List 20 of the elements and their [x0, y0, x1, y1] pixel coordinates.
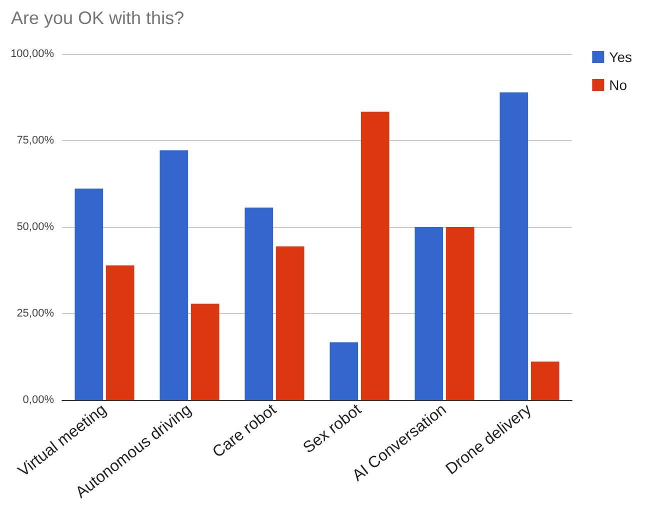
legend-label: No [609, 77, 628, 93]
bar [276, 246, 304, 400]
bar [530, 362, 560, 400]
legend-label: Yes [609, 49, 632, 65]
y-tick-label: 25,00% [16, 308, 54, 320]
bar [414, 227, 444, 400]
bar [500, 92, 528, 400]
bar [330, 342, 358, 400]
chart-title: Are you OK with this? [11, 8, 184, 28]
bar [360, 112, 390, 400]
y-tick-label: 100,00% [10, 48, 54, 60]
y-tick-label: 0,00% [22, 394, 54, 406]
bar [74, 188, 104, 400]
y-tick-label: 75,00% [16, 134, 54, 146]
bar [160, 150, 188, 400]
bar [106, 265, 134, 400]
bar [244, 208, 274, 400]
y-tick-label: 50,00% [16, 221, 54, 233]
bar [190, 304, 220, 400]
bar [446, 227, 474, 400]
